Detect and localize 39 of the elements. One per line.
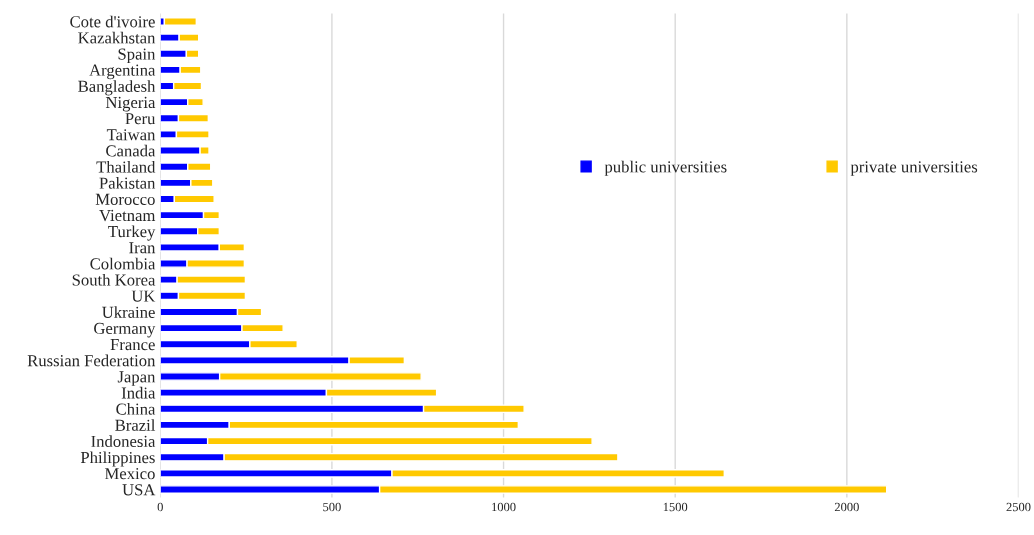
y-tick-label: Argentina [89,64,156,80]
y-tick-label: Kazakhstan [78,31,156,44]
y-tick-label: UK [131,290,156,302]
x-tick-label: 1000 [492,502,516,512]
y-tick-label: Japan [117,371,156,386]
x-tick-label: 2500 [1006,502,1031,512]
y-tick-label: Peru [125,113,156,125]
y-tick-label: Brazil [115,419,156,431]
x-tick-label: 500 [323,502,341,512]
y-tick-label: Russian Federation [27,354,156,367]
y-tick-label: Canada [106,144,156,157]
legend-label: public universities [604,160,727,176]
y-tick-label: South Korea [72,273,156,286]
y-tick-label: Thailand [96,160,156,173]
y-tick-label: France [110,339,155,351]
y-tick-label: Colombia [90,257,156,270]
y-tick-label: Vietnam [99,209,156,222]
y-tick-label: Philippines [80,451,155,467]
bar [163,17,198,26]
x-tick-label: 1500 [663,502,688,512]
y-tick-label: Cote d'ivoire [70,15,155,28]
y-tick-label: Ukraine [102,306,155,318]
legend-label: private universities [850,161,978,176]
y-tick-label: Germany [94,322,156,338]
y-tick-label: Bangladesh [78,80,156,96]
y-tick-label: India [121,386,156,399]
y-tick-label: Iran [129,242,156,254]
y-tick-label: Spain [118,48,156,64]
x-tick-label: 2000 [834,502,859,512]
y-tick-label: Pakistan [99,177,156,189]
y-tick-label: Morocco [95,193,155,205]
y-tick-label: China [116,403,156,415]
y-tick-label: Turkey [108,225,156,241]
y-tick-label: Taiwan [106,129,156,141]
x-tick-label: 0 [157,502,163,512]
y-tick-label: USA [122,484,156,496]
y-tick-label: Nigeria [105,96,156,112]
y-tick-label: Mexico [104,468,155,480]
y-tick-label: Indonesia [91,435,156,448]
